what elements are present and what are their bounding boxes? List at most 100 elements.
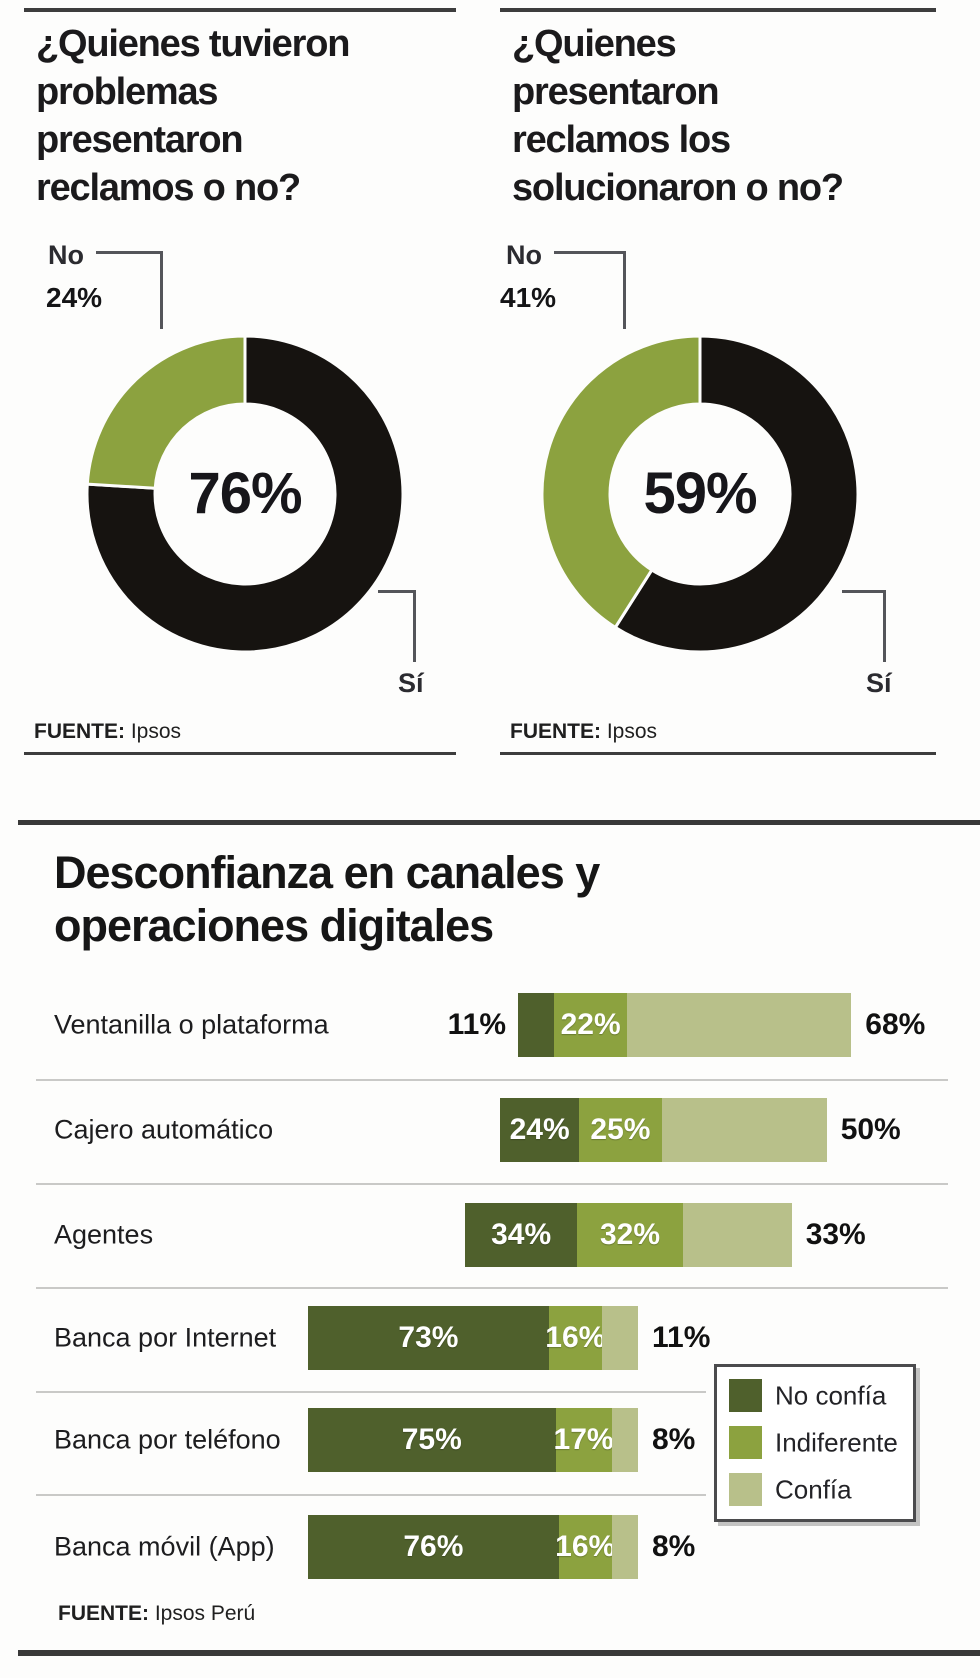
legend: No confía Indiferente Confía	[714, 1364, 916, 1522]
bar-row: Banca por Internet 11% 73% 16%	[0, 1306, 980, 1370]
stacked-bar: 75% 17%	[308, 1408, 638, 1472]
leader-line	[842, 590, 886, 593]
stacked-bar: 73% 16%	[308, 1306, 638, 1370]
donut-center-value: 76%	[188, 461, 302, 526]
leader-line	[160, 251, 163, 329]
donut-chart-title: ¿Quienes presentaron reclamos los soluciona…	[512, 20, 962, 212]
bar-row: Cajero automático 50% 24% 25%	[0, 1098, 980, 1162]
segment-value-inside: 22%	[560, 1008, 621, 1041]
bar-row: Ventanilla o plataforma 11% 68% 22%	[0, 993, 980, 1057]
segment-value-inside: 32%	[599, 1218, 661, 1251]
source-prefix: FUENTE:	[34, 720, 125, 743]
title-line: solucionaron o no?	[512, 167, 844, 209]
legend-label: Confía	[775, 1474, 852, 1505]
source-name: Ipsos	[606, 720, 658, 743]
donut-no-label: No	[506, 240, 542, 270]
segment-value-inside: 75%	[401, 1423, 462, 1456]
top-rule-left	[24, 8, 456, 12]
donut-chart-complaints	[85, 334, 405, 654]
bar-row: Banca móvil (App) 8% 76% 16%	[0, 1515, 980, 1579]
title-line: presentaron	[36, 119, 244, 161]
bar-segment-no-confia	[518, 993, 555, 1057]
row-divider	[36, 1494, 706, 1496]
bar-segment-no-confia	[308, 1408, 556, 1472]
donut-chart-title: ¿Quienes tuvieron problemas presentaron rec…	[36, 20, 476, 212]
bar-segment-indiferente	[555, 1408, 612, 1472]
category-label: Banca por Internet	[54, 1322, 277, 1353]
donut-si-label: Sí	[866, 668, 892, 698]
bar-segment-confia	[682, 1203, 792, 1267]
bar-segment-indiferente	[579, 1098, 662, 1162]
segment-value-inside: 16%	[545, 1321, 606, 1354]
top-rule-right	[500, 8, 936, 12]
bar-segment-confia	[626, 993, 852, 1057]
title-line: presentaron	[512, 71, 720, 113]
legend-item: No confía	[729, 1379, 909, 1413]
category-label: Ventanilla o plataforma	[54, 1009, 329, 1040]
category-label: Cajero automático	[54, 1114, 274, 1145]
bar-segment-no-confia	[500, 1098, 580, 1162]
stacked-bar: 34% 32%	[465, 1203, 792, 1267]
divider	[500, 752, 936, 755]
title-line: operaciones digitales	[54, 900, 494, 951]
legend-label: No confía	[775, 1380, 887, 1411]
segment-value-inside: 16%	[555, 1530, 616, 1563]
segment-value-inside: 73%	[398, 1321, 459, 1354]
segment-value-outside: 33%	[805, 1218, 866, 1251]
title-line: ¿Quienes tuvieron	[36, 23, 350, 65]
source-prefix: FUENTE:	[58, 1602, 149, 1625]
donut-slice-si	[85, 334, 405, 654]
donut-chart-solutions	[540, 334, 860, 654]
donut-slice-no	[85, 334, 247, 490]
donut-slice-si	[613, 334, 860, 654]
donut-no-label: No	[48, 240, 84, 270]
bar-segment-indiferente	[558, 1515, 612, 1579]
stacked-bar: 22%	[518, 993, 852, 1057]
bar-segment-no-confia	[308, 1306, 549, 1370]
category-label: Banca móvil (App)	[54, 1531, 275, 1562]
segment-value-outside: 68%	[865, 1008, 926, 1041]
bottom-divider	[18, 1650, 980, 1656]
donut-slice-no	[540, 334, 702, 630]
bar-segment-confia	[601, 1306, 638, 1370]
bar-segment-confia	[611, 1515, 638, 1579]
row-divider	[36, 1391, 706, 1393]
bar-chart-title: Desconfianza en canales y operaciones dig…	[54, 846, 814, 952]
bar-segment-confia	[611, 1408, 638, 1472]
segment-value-inside: 76%	[403, 1530, 464, 1563]
source-prefix: FUENTE:	[510, 720, 601, 743]
row-divider	[36, 1183, 948, 1185]
segment-value-inside: 25%	[590, 1113, 651, 1146]
title-line: reclamos los	[512, 119, 731, 161]
bar-segment-no-confia	[465, 1203, 578, 1267]
row-divider	[36, 1287, 948, 1289]
bar-segment-indiferente	[554, 993, 627, 1057]
category-label: Banca por teléfono	[54, 1424, 281, 1455]
source-note: FUENTE: Ipsos	[510, 720, 657, 744]
segment-value-outside: 11%	[447, 1008, 506, 1041]
row-divider	[36, 1079, 948, 1081]
segment-value-outside: 8%	[652, 1530, 696, 1563]
source-note: FUENTE: Ipsos Perú	[58, 1602, 255, 1626]
source-name: Ipsos Perú	[154, 1602, 256, 1625]
title-line: Desconfianza en canales y	[54, 847, 600, 898]
bar-segment-indiferente	[548, 1306, 602, 1370]
segment-value-inside: 17%	[553, 1423, 614, 1456]
category-label: Agentes	[54, 1219, 154, 1250]
leader-line	[96, 251, 162, 254]
legend-swatch	[729, 1426, 762, 1459]
title-line: ¿Quienes	[512, 23, 677, 65]
bar-segment-indiferente	[577, 1203, 683, 1267]
stacked-bar: 76% 16%	[308, 1515, 638, 1579]
segment-value-outside: 8%	[652, 1423, 696, 1456]
divider	[24, 752, 456, 755]
donut-si-label: Sí	[398, 668, 424, 698]
donut-center-value: 59%	[643, 461, 757, 526]
segment-value-inside: 34%	[491, 1218, 552, 1251]
section-divider	[18, 820, 980, 825]
leader-line	[623, 251, 626, 329]
segment-value-outside: 50%	[840, 1113, 901, 1146]
stacked-bar: 24% 25%	[500, 1098, 827, 1162]
bar-segment-no-confia	[308, 1515, 559, 1579]
